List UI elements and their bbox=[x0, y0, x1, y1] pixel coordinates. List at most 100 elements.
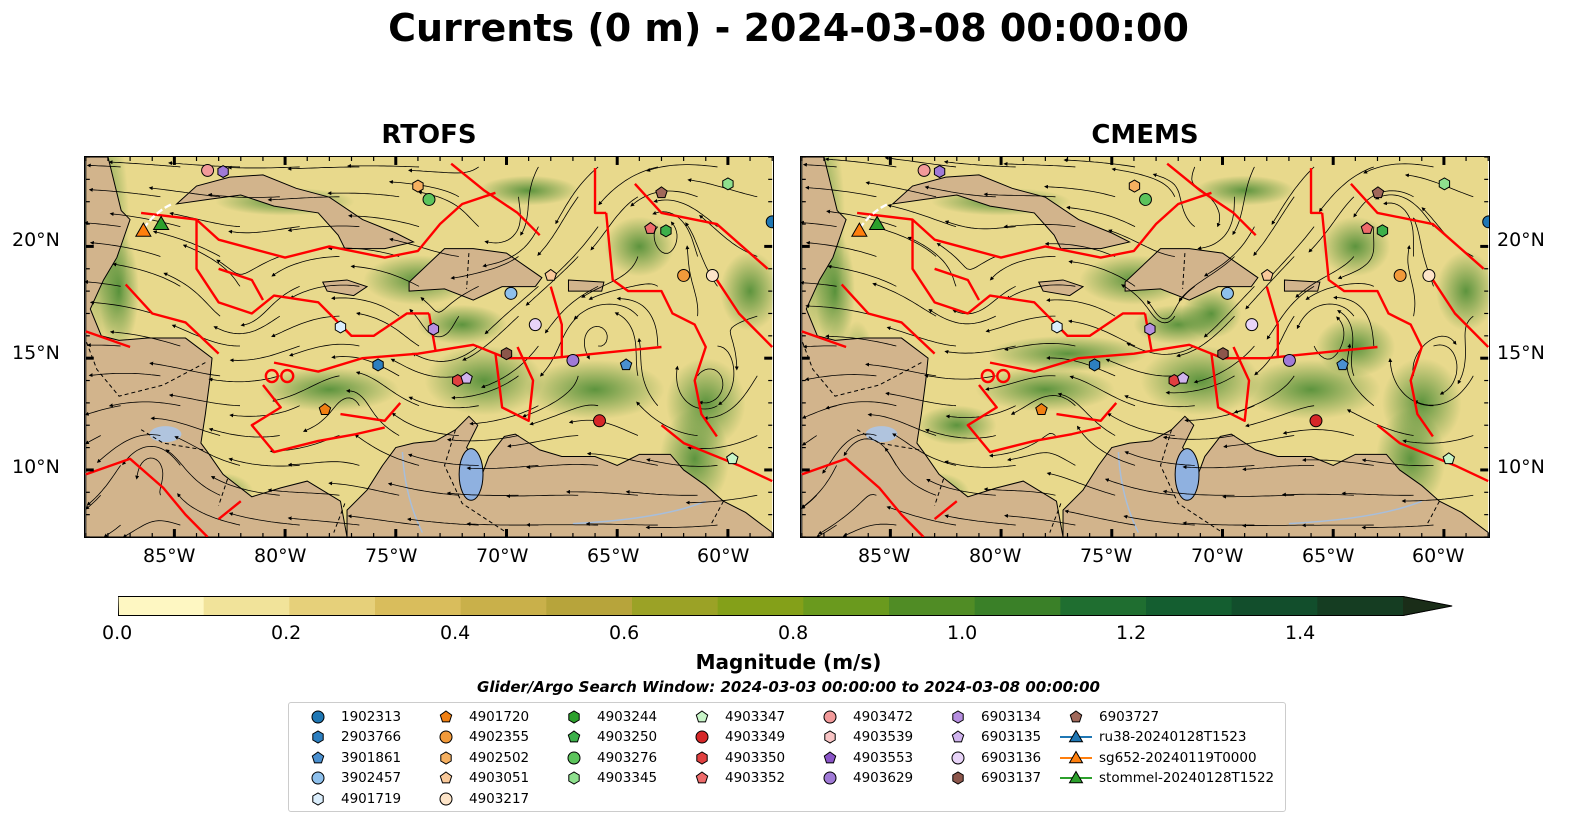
streamline bbox=[985, 375, 1056, 391]
streamline bbox=[1124, 451, 1195, 466]
legend-label: 4903347 bbox=[725, 708, 786, 725]
colorbar-tick-label: 0.4 bbox=[440, 622, 471, 644]
legend-marker bbox=[951, 751, 965, 764]
legend-entry: 4902355 bbox=[429, 728, 529, 747]
land-puerto-rico bbox=[1283, 279, 1321, 292]
streamline bbox=[327, 191, 400, 198]
streamline bbox=[616, 296, 659, 347]
map-cmems[interactable] bbox=[800, 156, 1490, 538]
streamline bbox=[1068, 319, 1136, 347]
legend-marker bbox=[952, 771, 964, 785]
legend-marker bbox=[311, 750, 325, 763]
streamline bbox=[328, 481, 400, 496]
streamline bbox=[213, 315, 281, 335]
legend-marker-icon bbox=[951, 730, 965, 743]
streamline bbox=[272, 375, 340, 403]
streamline bbox=[653, 221, 678, 254]
streamline bbox=[989, 433, 1056, 458]
legend-marker bbox=[695, 709, 709, 722]
legend-entry: 4903250 bbox=[557, 728, 657, 747]
streamline bbox=[697, 368, 724, 405]
argo-float-marker bbox=[412, 179, 424, 193]
streamline bbox=[1295, 256, 1355, 298]
legend-entry: 4903350 bbox=[685, 748, 785, 767]
streamline bbox=[717, 345, 735, 406]
argo-float-marker bbox=[1309, 414, 1323, 428]
streamline bbox=[96, 434, 161, 463]
streamline bbox=[824, 157, 897, 168]
streamline bbox=[1341, 491, 1414, 496]
legend-marker bbox=[311, 771, 325, 785]
lon-tick-label: 60°W bbox=[1412, 545, 1465, 567]
colorbar-segment bbox=[974, 596, 1061, 616]
legend-label: 4903217 bbox=[469, 790, 530, 807]
eez-boundary-line bbox=[1320, 212, 1434, 438]
streamline bbox=[469, 405, 539, 426]
lake-nicaragua bbox=[865, 426, 898, 443]
lat-tick-label: 20°N bbox=[1497, 229, 1545, 251]
streamline bbox=[1152, 173, 1195, 227]
legend-label: 3901861 bbox=[341, 749, 402, 766]
streamline bbox=[152, 230, 221, 257]
streamline bbox=[1374, 194, 1434, 227]
legend-entry: ru38-20240128T1523 bbox=[1059, 728, 1246, 747]
legend-label: 6903136 bbox=[981, 749, 1042, 766]
current-speed-patch bbox=[917, 405, 997, 446]
streamline bbox=[1203, 226, 1255, 277]
legend-entry: 3901861 bbox=[301, 748, 401, 767]
panel-title-cmems: CMEMS bbox=[1091, 120, 1199, 150]
legend-entry: 4903217 bbox=[429, 789, 529, 808]
argo-float-marker bbox=[1088, 358, 1101, 372]
current-speed-patch bbox=[1315, 317, 1396, 377]
streamline bbox=[625, 490, 698, 496]
streamline bbox=[412, 345, 479, 362]
legend-marker bbox=[568, 709, 580, 724]
legend-entry: stommel-20240128T1522 bbox=[1059, 769, 1274, 788]
argo-float-marker bbox=[1422, 269, 1436, 282]
streamline bbox=[805, 185, 877, 198]
legend-marker bbox=[951, 730, 965, 743]
streamline bbox=[825, 401, 897, 410]
streamline bbox=[1308, 196, 1355, 253]
colorbar-segment bbox=[803, 596, 890, 616]
current-speed-patch bbox=[1436, 251, 1489, 331]
lat-tick-label: 15°N bbox=[1497, 342, 1545, 364]
eez-boundary-line bbox=[195, 219, 429, 338]
argo-float-marker bbox=[1442, 452, 1456, 465]
streamline bbox=[925, 428, 996, 439]
legend-marker bbox=[695, 730, 709, 744]
streamline bbox=[481, 345, 539, 389]
streamline bbox=[1057, 392, 1116, 436]
legend-marker bbox=[312, 791, 324, 806]
colorbar-segment bbox=[1146, 596, 1233, 616]
streamline bbox=[614, 312, 639, 376]
streamline bbox=[85, 279, 121, 287]
streamline bbox=[109, 212, 181, 228]
streamline bbox=[685, 245, 699, 317]
legend-label: 4901719 bbox=[341, 790, 402, 807]
colorbar-tick-label: 0.2 bbox=[271, 622, 302, 644]
argo-float-marker bbox=[1282, 353, 1296, 367]
streamline bbox=[216, 256, 280, 275]
streamline bbox=[112, 262, 181, 287]
streamline bbox=[522, 375, 579, 418]
lon-tick-label: 85°W bbox=[858, 545, 911, 567]
argo-float-marker bbox=[593, 414, 606, 428]
streamline bbox=[583, 326, 608, 360]
argo-float-marker bbox=[660, 224, 672, 238]
streamline bbox=[287, 225, 360, 233]
legend-label: 2903766 bbox=[341, 729, 402, 745]
lon-tick-label: 70°W bbox=[1191, 545, 1244, 567]
eez-boundary-line bbox=[1350, 183, 1485, 270]
map-rtofs[interactable] bbox=[84, 156, 774, 538]
streamline bbox=[1111, 167, 1176, 197]
eez-boundary-line bbox=[218, 267, 265, 301]
land-central-america bbox=[801, 157, 1064, 537]
legend: 1902313 2903766 3901861 3902457 4901719 49017… bbox=[288, 702, 1286, 812]
colorbar-tick-label: 1.2 bbox=[1116, 622, 1147, 644]
glider-marker bbox=[868, 215, 886, 231]
streamline bbox=[1107, 413, 1175, 436]
eez-boundary-line bbox=[1210, 346, 1251, 423]
argo-float-marker bbox=[500, 347, 513, 361]
streamline bbox=[1046, 471, 1116, 496]
